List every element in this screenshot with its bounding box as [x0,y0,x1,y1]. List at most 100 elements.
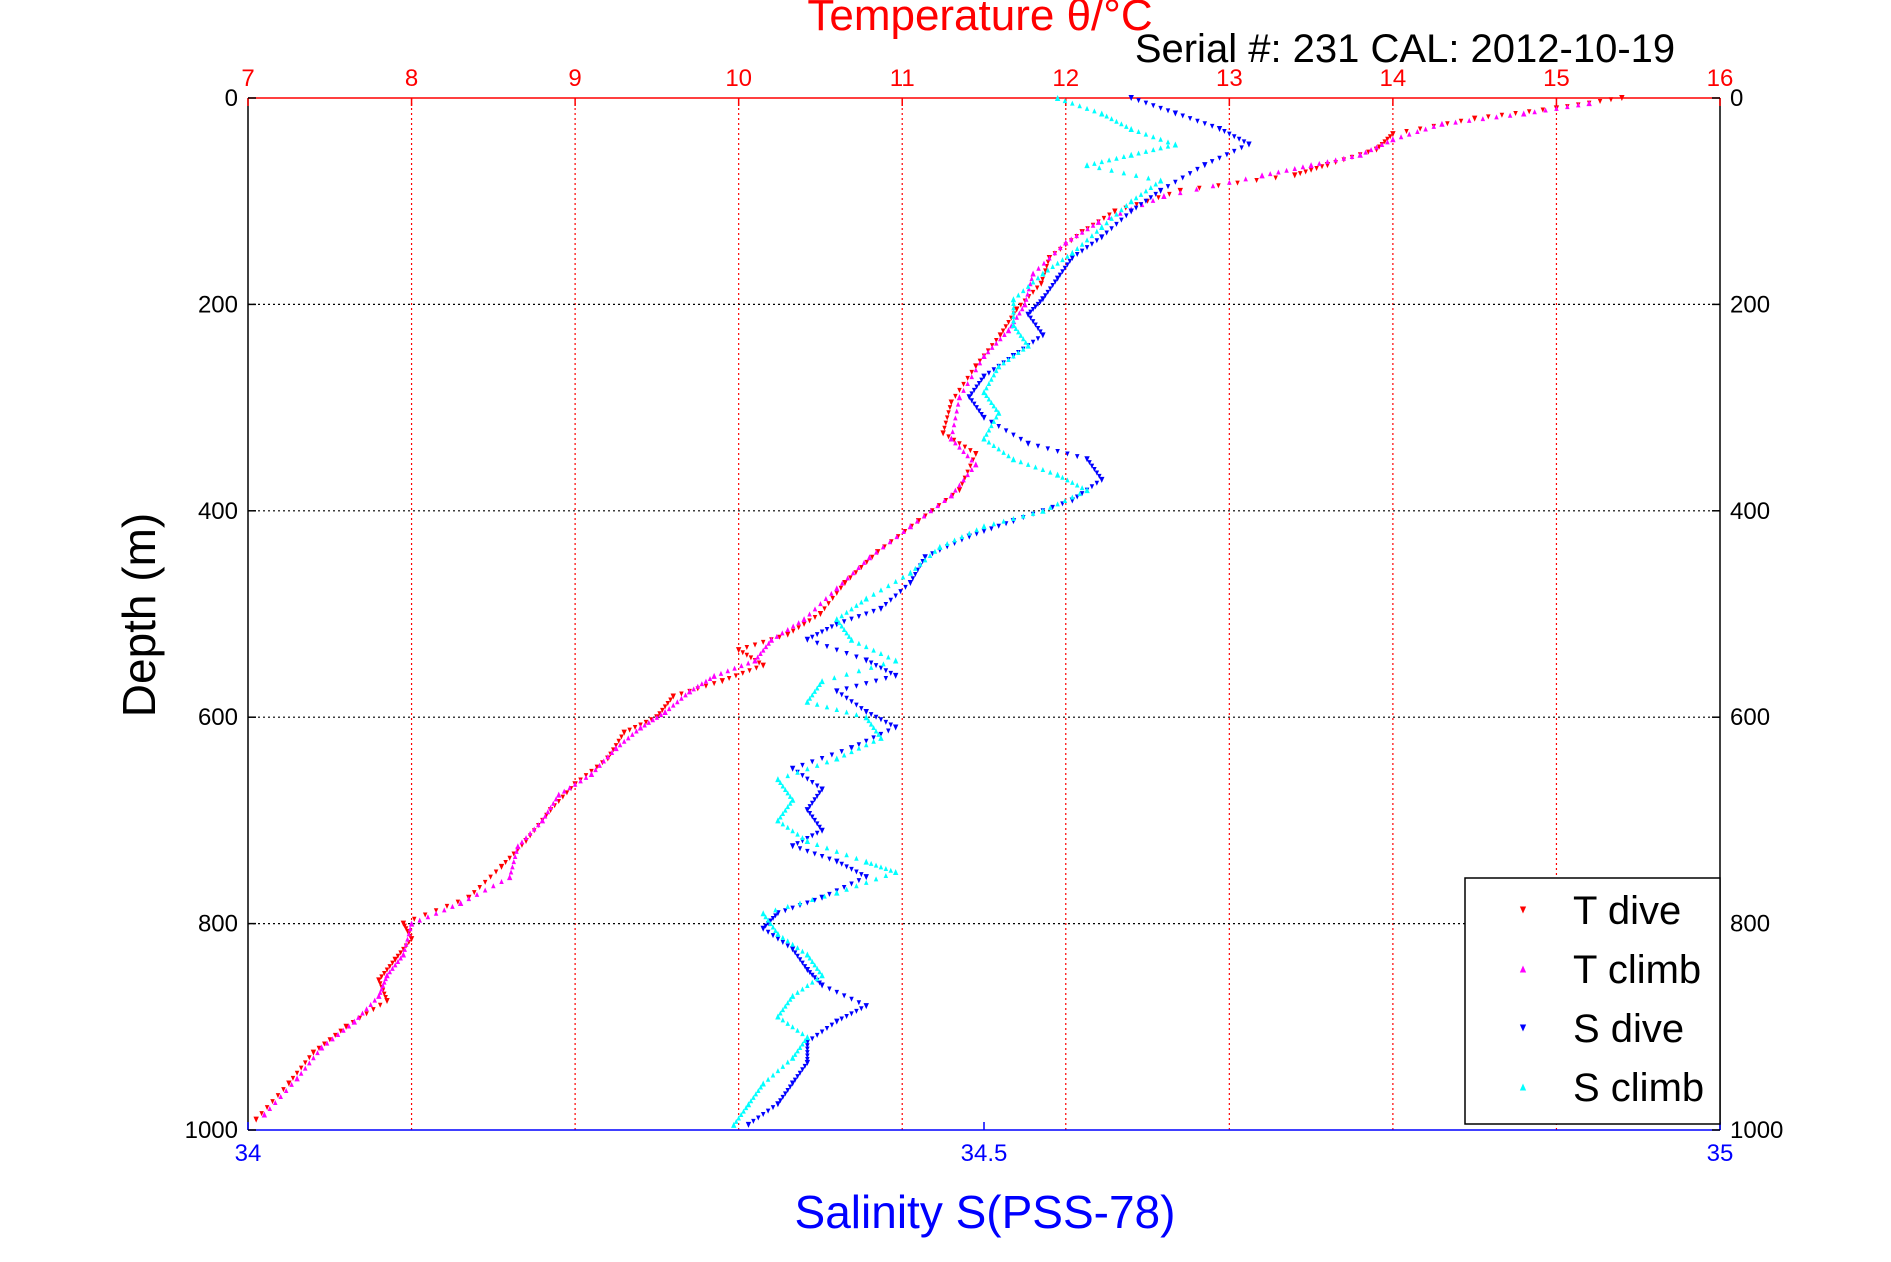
data-point [736,1115,741,1121]
bottom-tick-label: 34.5 [961,1140,1008,1167]
data-point [744,645,750,651]
data-point [1554,105,1559,111]
data-point [1209,159,1215,165]
top-tick-label: 16 [1707,65,1734,92]
data-point [330,1036,335,1042]
data-point [892,672,899,679]
data-point [795,831,800,837]
data-point [1292,166,1298,172]
data-point [886,654,891,660]
data-point [1035,336,1041,342]
data-point [770,915,776,921]
data-point [1030,510,1036,516]
data-point [1011,318,1016,324]
data-point [1121,153,1127,159]
data-point [948,399,954,406]
data-point [752,657,758,664]
data-point [403,941,409,947]
data-point [991,372,997,378]
data-point [1022,301,1028,308]
data-point [1165,184,1171,190]
data-point [834,1018,840,1025]
data-point [390,965,395,971]
data-point [679,695,684,701]
data-point [991,403,997,409]
data-point [810,1036,815,1042]
data-point [775,1101,781,1108]
data-point [986,396,992,402]
data-point [986,381,992,387]
data-point [841,626,847,632]
data-point [971,387,977,393]
data-point [974,531,979,537]
data-point [814,762,820,768]
data-point [844,1013,849,1019]
right-tick-label: 1000 [1730,1117,1783,1144]
data-point [921,513,927,519]
data-point [1222,129,1227,135]
data-point [886,728,891,734]
data-point [805,848,810,854]
data-point [927,553,933,559]
data-point [907,580,914,587]
data-point [922,557,928,563]
left-tick-label: 600 [198,704,238,731]
data-point [1180,113,1185,119]
data-point [1146,175,1151,181]
data-point [1153,191,1158,197]
data-point [578,778,583,784]
data-point [1114,155,1119,161]
data-point [1128,125,1134,132]
chart-title: Temperature θ/°C [807,0,1152,40]
data-point [946,434,951,440]
data-point [871,608,876,614]
data-point [1136,98,1141,104]
data-point [511,859,517,865]
data-point [658,712,664,718]
data-point [1209,123,1215,129]
data-point [946,410,951,416]
data-point [810,979,815,985]
data-point [1010,456,1017,463]
data-point [953,487,958,493]
data-point [406,931,412,937]
data-point [1165,139,1171,145]
data-point [991,442,997,448]
data-point [986,370,992,376]
data-point [402,923,407,929]
data-point [849,881,854,887]
data-point [856,745,862,751]
data-point [878,864,884,870]
data-point [854,855,859,861]
data-point [1018,302,1024,308]
data-point [377,1002,383,1008]
data-point [1499,112,1505,118]
data-point [778,1010,783,1016]
data-point [810,780,815,786]
data-point [878,731,884,737]
data-point [1074,246,1080,251]
data-point [839,692,844,698]
data-point [748,1098,754,1104]
data-point [417,917,422,923]
data-point [863,738,869,744]
data-point [1153,181,1158,187]
data-point [1157,187,1164,194]
data-point [498,863,505,870]
data-point [1138,191,1144,197]
data-point [444,903,450,909]
data-point [841,993,847,999]
data-point [613,745,619,752]
data-point [863,879,869,885]
data-point [1003,428,1009,434]
data-point [1243,176,1248,182]
data-point [493,869,499,875]
data-point [827,986,832,992]
data-point [327,1037,333,1043]
data-point [991,367,997,373]
data-point [994,368,999,374]
data-point [965,472,970,478]
data-point [805,1053,810,1059]
data-point [804,636,811,643]
